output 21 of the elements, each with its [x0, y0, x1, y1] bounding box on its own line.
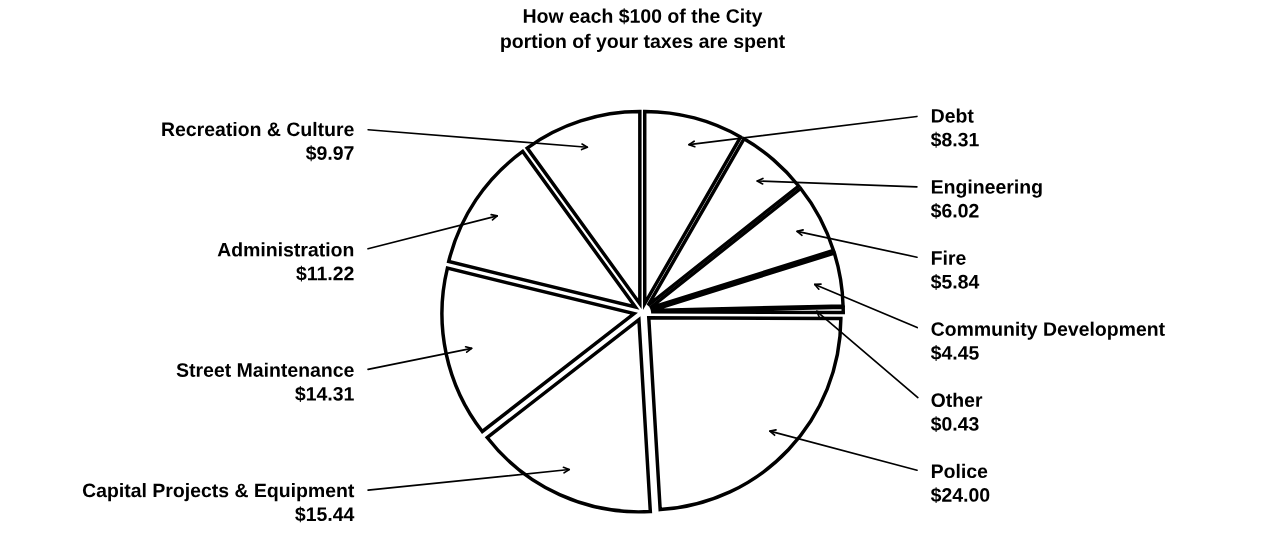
data-label: $24.00 — [930, 487, 990, 504]
slice-label: Administration — [217, 242, 354, 257]
data-label: $8.31 — [930, 131, 979, 148]
slice-label: Recreation & Culture — [162, 121, 354, 137]
data-label: $6.02 — [930, 202, 979, 219]
slice-label: Fire — [931, 250, 966, 265]
data-label: $0.43 — [930, 416, 979, 433]
slice-label: Other — [931, 392, 983, 408]
slice-label: Community Development — [931, 321, 1165, 340]
data-label: $15.44 — [295, 506, 355, 523]
data-label: $9.97 — [305, 145, 354, 162]
slice-label: Police — [931, 463, 988, 479]
data-label: $5.84 — [930, 274, 980, 290]
slice-label: Engineering — [931, 179, 1042, 198]
chart-title: How each $100 of the City portion of your taxes are spent — [501, 8, 785, 52]
data-label: $14.31 — [295, 386, 354, 402]
slice-label: Street Maintenance — [176, 362, 354, 377]
data-label: $11.22 — [296, 265, 354, 282]
slice-label: Debt — [931, 108, 974, 123]
data-label: $4.45 — [930, 345, 979, 361]
slice-label: Capital Projects & Equipment — [82, 483, 355, 502]
